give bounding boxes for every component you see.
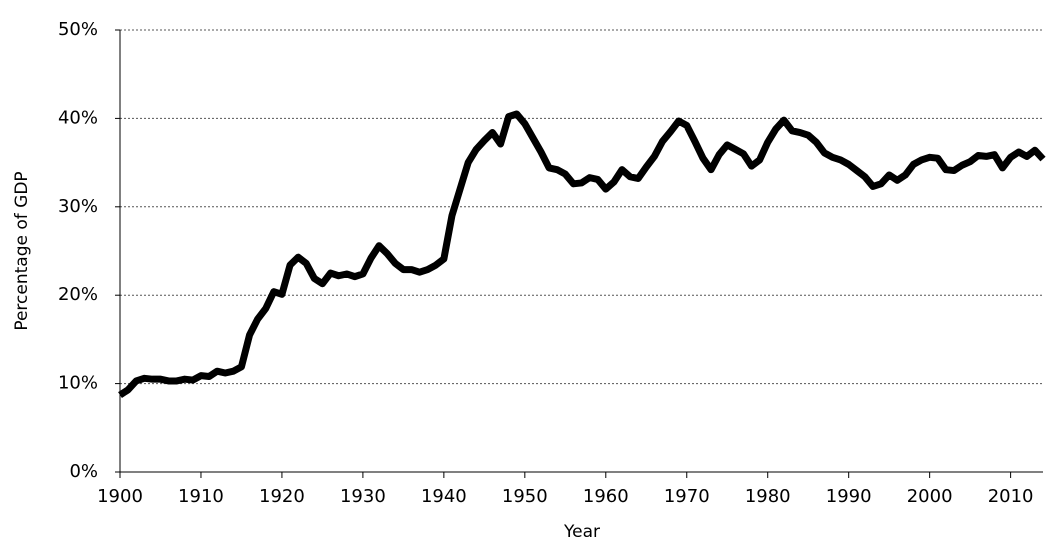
y-tick-label: 30% [58, 196, 98, 217]
x-tick-label: 2010 [988, 486, 1034, 507]
x-tick-label: 1920 [259, 486, 305, 507]
data-line [118, 110, 1046, 399]
x-tick-label: 1900 [97, 486, 143, 507]
y-tick-label: 0% [69, 461, 98, 482]
x-tick-label: 1990 [826, 486, 872, 507]
y-tick-label: 10% [58, 373, 98, 394]
y-tick-label: 20% [58, 284, 98, 305]
y-tick-label: 40% [58, 107, 98, 128]
x-tick-label: 1930 [340, 486, 386, 507]
x-tick-label: 2000 [907, 486, 953, 507]
y-axis-label: Percentage of GDP [12, 171, 32, 330]
y-tick-label: 50% [58, 19, 98, 40]
x-tick-label: 1940 [421, 486, 467, 507]
x-axis-label: Year [563, 522, 600, 542]
x-tick-label: 1960 [583, 486, 629, 507]
x-tick-label: 1950 [502, 486, 548, 507]
x-tick-label: 1980 [745, 486, 791, 507]
x-tick-label: 1970 [664, 486, 710, 507]
x-tick-label: 1910 [178, 486, 224, 507]
